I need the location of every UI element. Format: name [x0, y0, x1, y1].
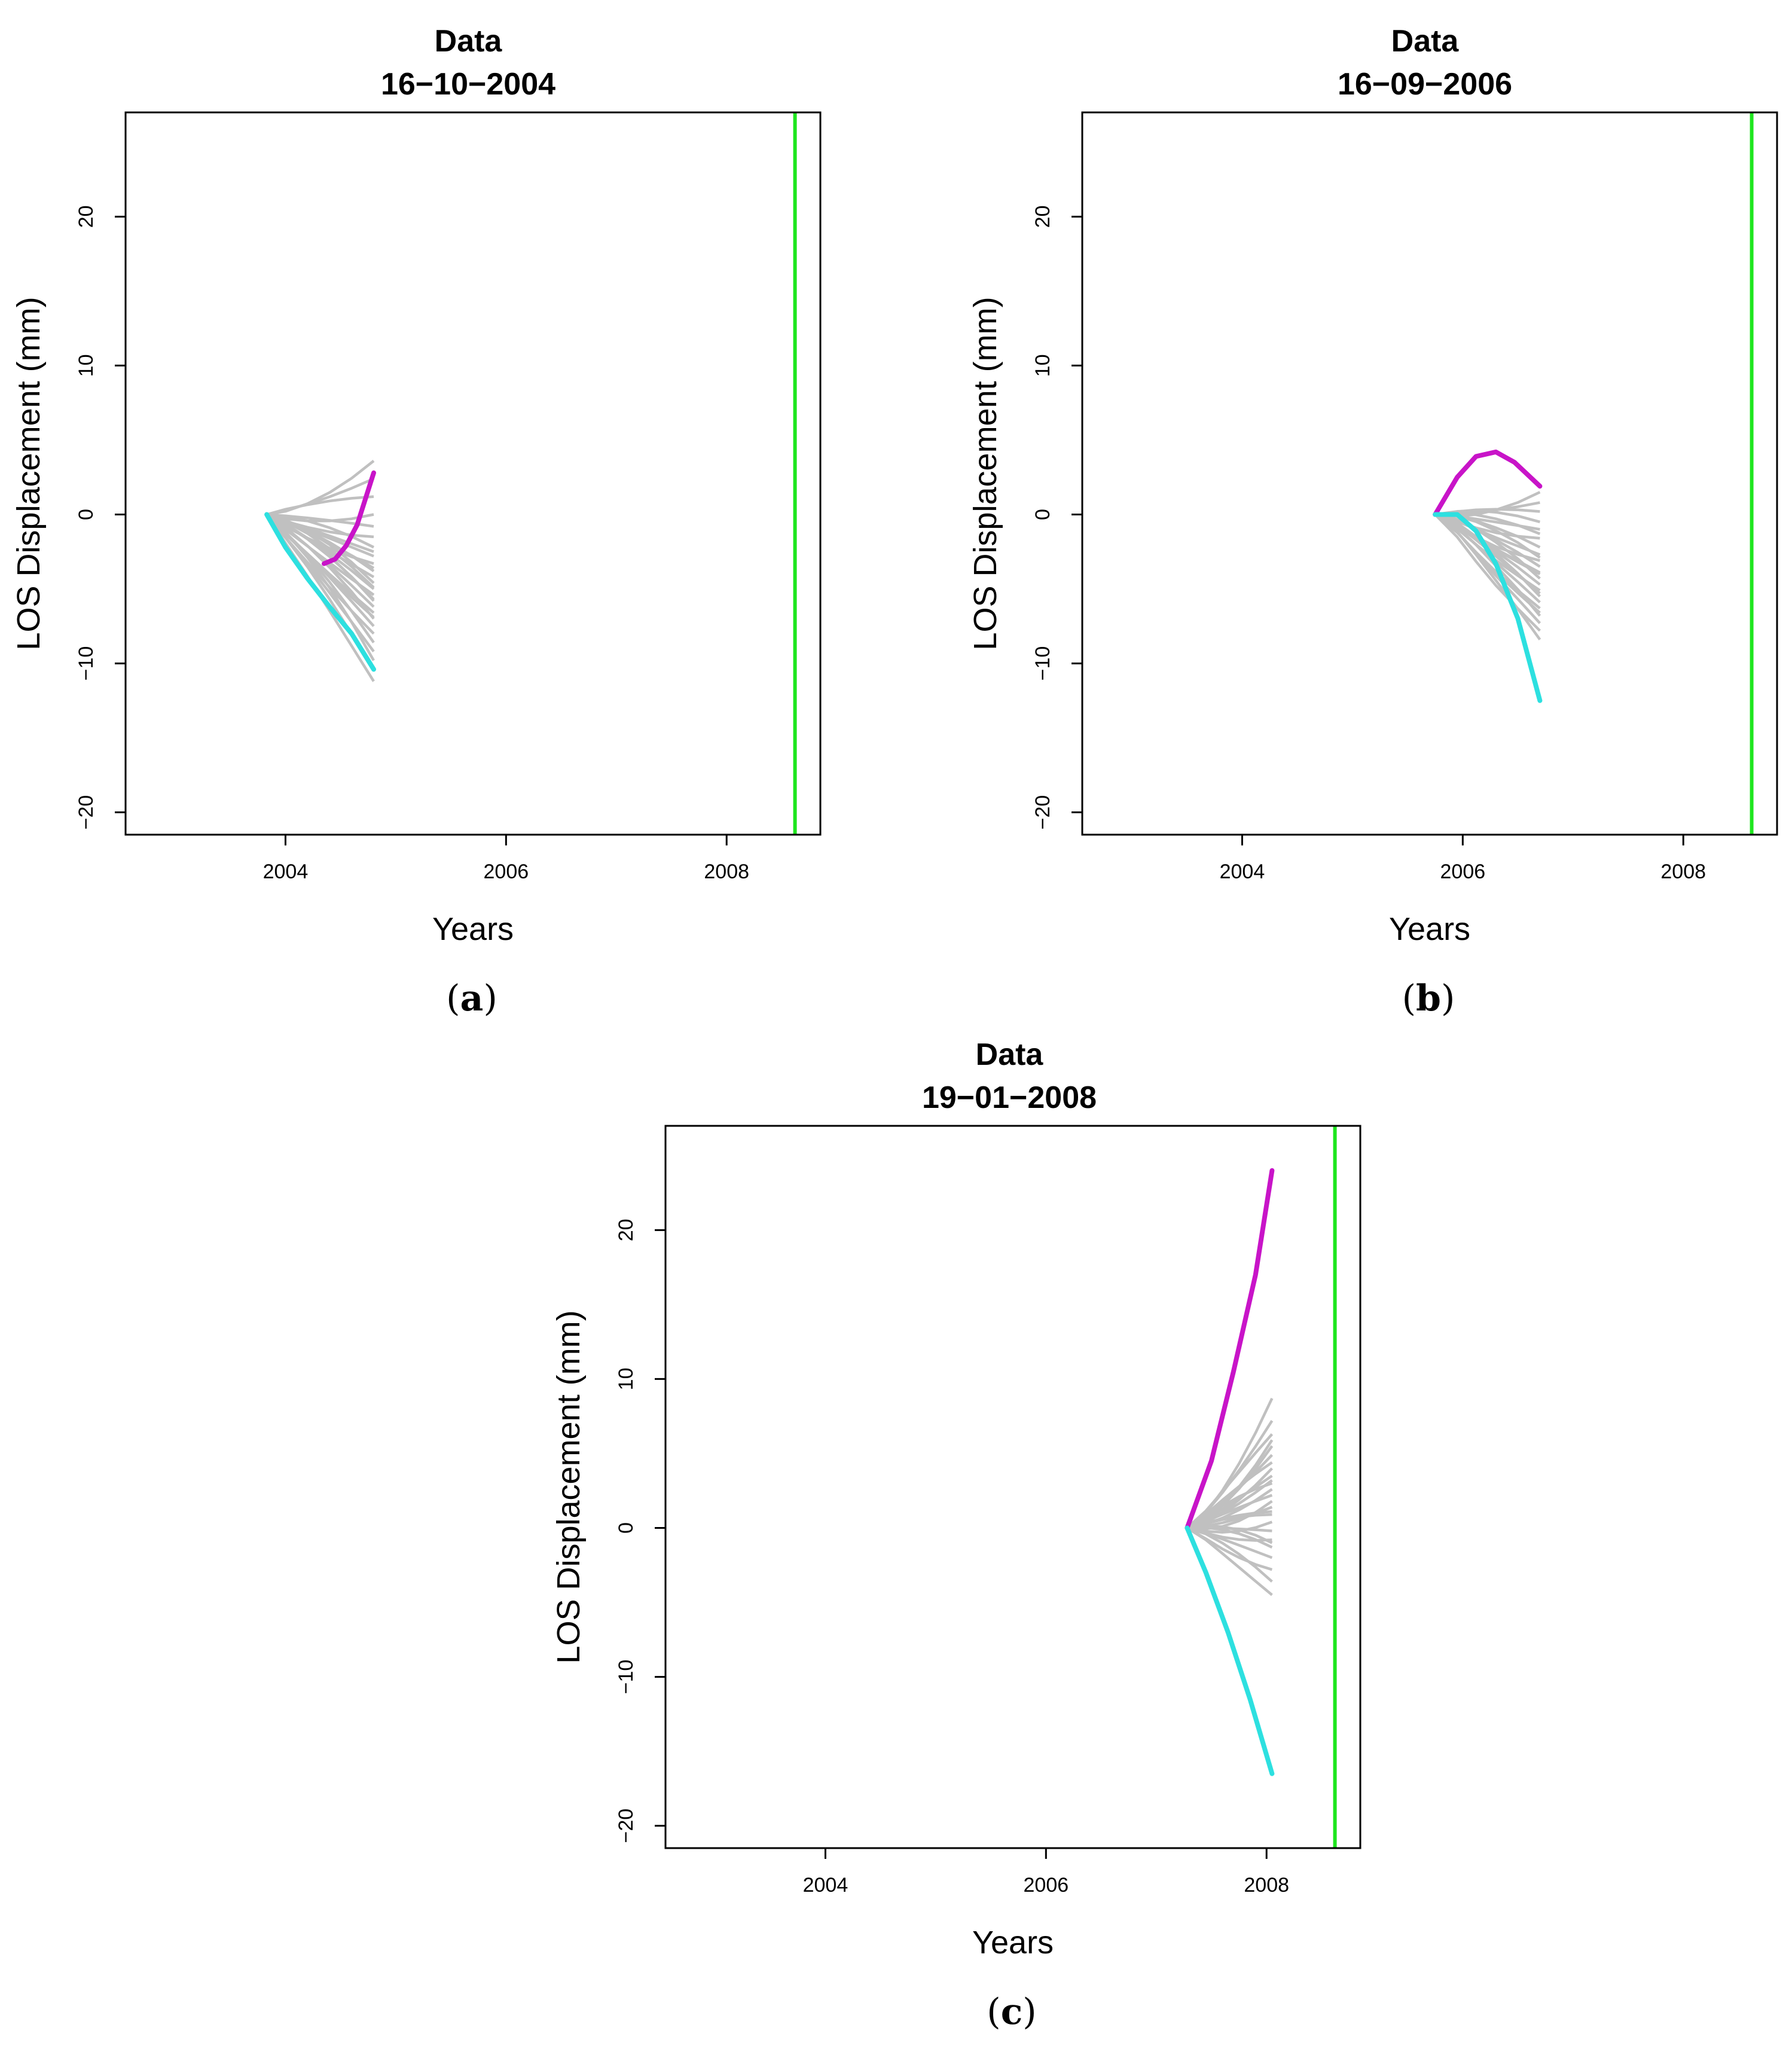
x-tick-label: 2006 — [1024, 1874, 1069, 1897]
maximum-series-line — [1433, 449, 1543, 517]
y-tick-label: −10 — [1031, 646, 1054, 681]
y-tick-label: 20 — [615, 1219, 637, 1241]
y-tick-label: 10 — [75, 355, 97, 377]
maximum-series-line — [1185, 1168, 1275, 1531]
y-tick-label: 20 — [1031, 205, 1054, 228]
plot-frame — [124, 111, 822, 836]
y-tick-label: 0 — [615, 1522, 637, 1534]
y-tick-label: 0 — [75, 509, 97, 520]
panel-label-open: ( — [987, 1991, 1000, 2033]
chart-subtitle: 16−09−2006 — [1338, 67, 1512, 102]
plot-frame — [664, 1125, 1361, 1849]
x-tick-label: 2004 — [1220, 860, 1265, 883]
x-tick-label: 2006 — [1440, 860, 1486, 883]
chart-subtitle: 19−01−2008 — [922, 1080, 1097, 1115]
plot-frame — [1081, 111, 1778, 836]
y-tick-label: 0 — [1031, 509, 1054, 520]
y-axis-label: LOS Displacement (mm) — [967, 297, 1003, 650]
y-tick-label: −10 — [615, 1660, 637, 1694]
y-tick-label: −20 — [75, 795, 97, 830]
ensemble-series-line — [1434, 509, 1540, 524]
panel-label: (a) — [446, 978, 497, 1019]
y-axis-label: LOS Displacement (mm) — [551, 1310, 587, 1663]
panel-label-close: ) — [1441, 978, 1455, 1019]
panel-label-letter: a — [460, 978, 484, 1019]
ensemble-series-line — [1186, 1510, 1272, 1529]
panel-label-open: ( — [1402, 978, 1416, 1019]
y-tick-label: −10 — [75, 646, 97, 681]
ensemble-series-line — [266, 513, 374, 549]
chart-title: Data — [435, 24, 503, 59]
x-tick-label: 2008 — [704, 860, 749, 883]
ensemble-series-line — [265, 513, 375, 619]
x-tick-label: 2008 — [1660, 860, 1706, 883]
x-axis-label: Years — [1389, 911, 1470, 947]
ensemble-series-line — [266, 460, 375, 516]
y-tick-label: −20 — [615, 1809, 637, 1843]
minimum-series-line — [264, 512, 376, 672]
ensemble-series-line — [1186, 1482, 1273, 1529]
ensemble-series-line — [1186, 1461, 1273, 1529]
chart-title: Data — [1391, 24, 1460, 59]
y-tick-label: −20 — [1031, 795, 1054, 830]
x-tick-label: 2006 — [484, 860, 529, 883]
ensemble-series-line — [1186, 1433, 1274, 1529]
ensemble-series-line — [266, 513, 375, 601]
ensemble-series-line — [1186, 1526, 1273, 1583]
chart-subtitle: 16−10−2004 — [381, 67, 555, 102]
panel-label-letter: c — [1001, 1991, 1023, 2033]
x-tick-label: 2004 — [803, 1874, 848, 1897]
y-axis-label: LOS Displacement (mm) — [11, 297, 47, 650]
ensemble-series-line — [1187, 1524, 1273, 1544]
ensemble-series-line — [1187, 1526, 1273, 1549]
ensemble-series-line — [1434, 513, 1541, 580]
panel-label-letter: b — [1416, 978, 1441, 1019]
minimum-series-line — [1185, 1525, 1275, 1776]
ensemble-series-line — [1186, 1439, 1274, 1529]
y-tick-label: 10 — [615, 1368, 637, 1391]
x-axis-label: Years — [972, 1925, 1054, 1961]
x-axis-label: Years — [432, 911, 514, 947]
panel-label: (b) — [1402, 978, 1455, 1019]
ensemble-series-line — [1434, 513, 1541, 614]
ensemble-series-line — [1186, 1526, 1273, 1596]
x-tick-label: 2004 — [263, 860, 309, 883]
panel-label-close: ) — [1022, 1991, 1036, 2033]
ensemble-series-line — [265, 513, 375, 620]
chart-title: Data — [976, 1037, 1044, 1072]
maximum-series-line — [322, 470, 376, 566]
ensemble-series-line — [266, 513, 374, 553]
ensemble-series-line — [266, 495, 374, 516]
panel-label-close: ) — [483, 978, 497, 1019]
panel-label-open: ( — [446, 978, 460, 1019]
minimum-series-line — [1433, 512, 1543, 703]
x-tick-label: 2008 — [1244, 1874, 1289, 1897]
y-tick-label: 20 — [75, 205, 97, 228]
panel-label: (c) — [987, 1991, 1036, 2033]
y-tick-label: 10 — [1031, 355, 1054, 377]
